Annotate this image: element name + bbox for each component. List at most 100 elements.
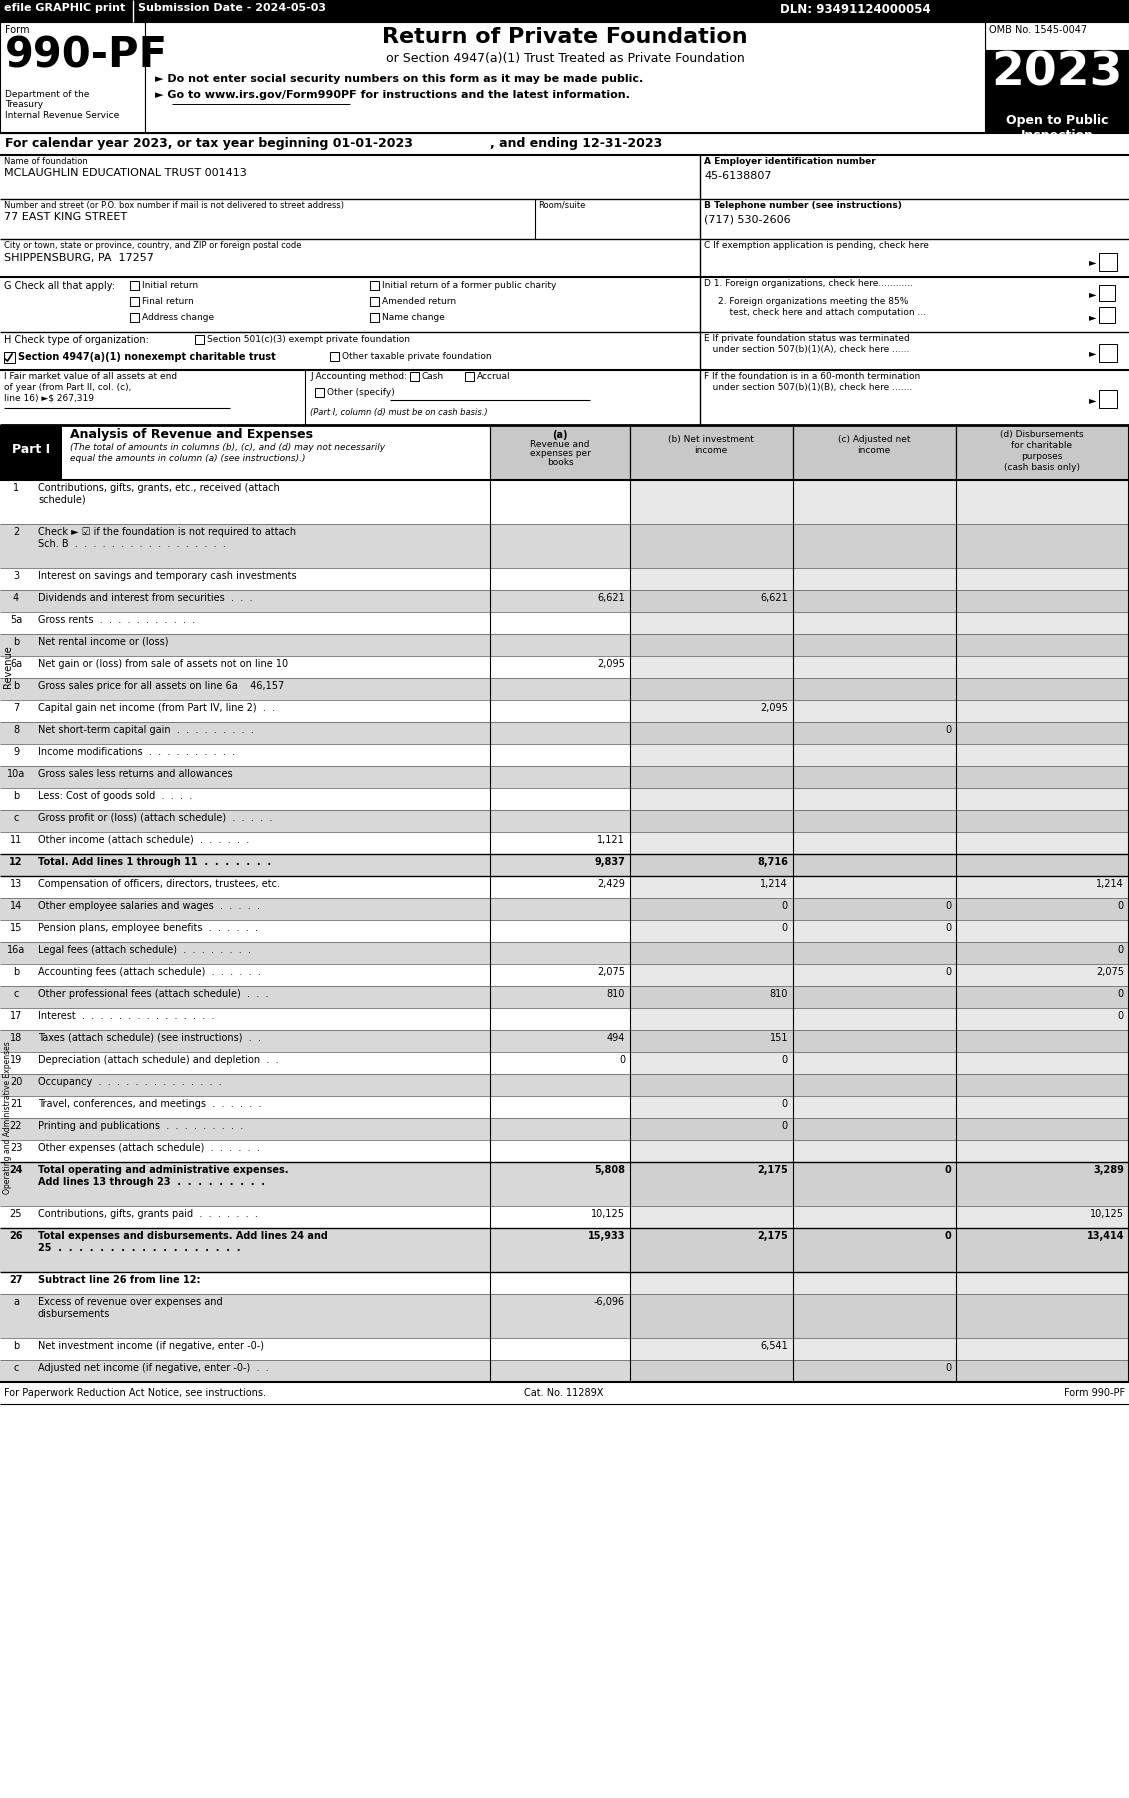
Text: (d) Disbursements: (d) Disbursements [1000,430,1084,439]
Text: 21: 21 [10,1099,23,1109]
Bar [490,1118,630,1140]
Bar [490,1206,630,1228]
Bar [1099,254,1117,271]
Bar [956,568,1129,590]
Bar [0,0,1129,22]
Bar [793,897,956,921]
Text: 18: 18 [10,1034,23,1043]
Text: Capital gain net income (from Part IV, line 2)  .  .: Capital gain net income (from Part IV, l… [38,703,275,714]
Bar [490,854,630,876]
Bar [130,280,139,289]
Bar [0,1140,490,1162]
Text: of year (from Part II, col. (c),: of year (from Part II, col. (c), [5,383,131,392]
Bar [630,876,793,897]
Bar [490,480,630,523]
Text: Contributions, gifts, grants, etc., received (attach
schedule): Contributions, gifts, grants, etc., rece… [38,484,280,505]
Text: expenses per: expenses per [530,450,590,458]
Bar [490,1338,630,1359]
Bar [410,372,419,381]
Bar [490,1052,630,1073]
Bar [630,1030,793,1052]
Bar [630,1009,793,1030]
Text: 13: 13 [10,879,23,888]
Text: A Employer identification number: A Employer identification number [704,156,876,165]
Bar [793,1359,956,1383]
Text: Initial return: Initial return [142,280,198,289]
Text: 26: 26 [9,1232,23,1241]
Bar [490,897,630,921]
Bar [630,568,793,590]
Bar [984,111,1129,133]
Text: Gross sales less returns and allowances: Gross sales less returns and allowances [38,770,233,779]
Bar [630,942,793,964]
Bar [0,876,490,897]
Bar [630,766,793,788]
Text: Submission Date - 2024-05-03: Submission Date - 2024-05-03 [138,4,326,13]
Text: 0: 0 [945,901,951,912]
Bar [956,876,1129,897]
Bar [956,590,1129,611]
Bar [630,832,793,854]
Bar [793,876,956,897]
Text: purposes: purposes [1022,451,1062,460]
Text: Address change: Address change [142,313,215,322]
Text: SHIPPENSBURG, PA  17257: SHIPPENSBURG, PA 17257 [5,254,154,263]
Text: Subtract line 26 from line 12:: Subtract line 26 from line 12: [38,1275,201,1286]
Bar [490,985,630,1009]
Text: 2: 2 [12,527,19,538]
Bar [793,942,956,964]
Bar [793,1206,956,1228]
Bar [956,1228,1129,1271]
Text: 0: 0 [1118,946,1124,955]
Text: D 1. Foreign organizations, check here............: D 1. Foreign organizations, check here..… [704,279,913,288]
Bar [793,480,956,523]
Bar [956,1271,1129,1295]
Bar [330,352,339,361]
Text: 13,414: 13,414 [1086,1232,1124,1241]
Text: Total. Add lines 1 through 11  .  .  .  .  .  .  .: Total. Add lines 1 through 11 . . . . . … [38,858,271,867]
Text: Net investment income (if negative, enter -0-): Net investment income (if negative, ente… [38,1341,264,1350]
Text: 810: 810 [606,989,625,1000]
Bar [630,1162,793,1206]
Bar [956,964,1129,985]
Bar [630,854,793,876]
Text: Section 4947(a)(1) nonexempt charitable trust: Section 4947(a)(1) nonexempt charitable … [18,352,275,361]
Text: ► Do not enter social security numbers on this form as it may be made public.: ► Do not enter social security numbers o… [155,74,644,85]
Bar [370,297,379,306]
Bar [0,788,490,811]
Text: efile GRAPHIC print: efile GRAPHIC print [5,4,125,13]
Bar [630,611,793,635]
Text: Adjusted net income (if negative, enter -0-)  .  .: Adjusted net income (if negative, enter … [38,1363,269,1374]
Bar [630,523,793,568]
Bar [490,523,630,568]
Text: books: books [546,458,574,467]
Text: Compensation of officers, directors, trustees, etc.: Compensation of officers, directors, tru… [38,879,280,888]
Text: under section 507(b)(1)(B), check here .......: under section 507(b)(1)(B), check here .… [704,383,912,392]
Bar [956,985,1129,1009]
Text: Other expenses (attach schedule)  .  .  .  .  .  .: Other expenses (attach schedule) . . . .… [38,1144,260,1153]
Bar [956,1359,1129,1383]
Bar [630,1118,793,1140]
Text: E If private foundation status was terminated: E If private foundation status was termi… [704,334,910,343]
Bar [630,921,793,942]
Text: DLN: 93491124000054: DLN: 93491124000054 [780,4,930,16]
Text: line 16) ►$ 267,319: line 16) ►$ 267,319 [5,394,94,403]
Bar [793,921,956,942]
Text: under section 507(b)(1)(A), check here ......: under section 507(b)(1)(A), check here .… [704,345,909,354]
Text: 990-PF: 990-PF [5,34,168,77]
Bar [630,1052,793,1073]
Text: Gross rents  .  .  .  .  .  .  .  .  .  .  .: Gross rents . . . . . . . . . . . [38,615,195,626]
Bar [490,635,630,656]
Text: 8,716: 8,716 [758,858,788,867]
Bar [793,1162,956,1206]
Bar [956,854,1129,876]
Text: J Accounting method:: J Accounting method: [310,372,406,381]
Bar [956,1118,1129,1140]
Bar [490,1162,630,1206]
Bar [956,1030,1129,1052]
Bar [630,1271,793,1295]
Text: For Paperwork Reduction Act Notice, see instructions.: For Paperwork Reduction Act Notice, see … [5,1388,266,1399]
Text: 2,095: 2,095 [760,703,788,714]
Bar [1099,343,1117,361]
Text: 810: 810 [770,989,788,1000]
